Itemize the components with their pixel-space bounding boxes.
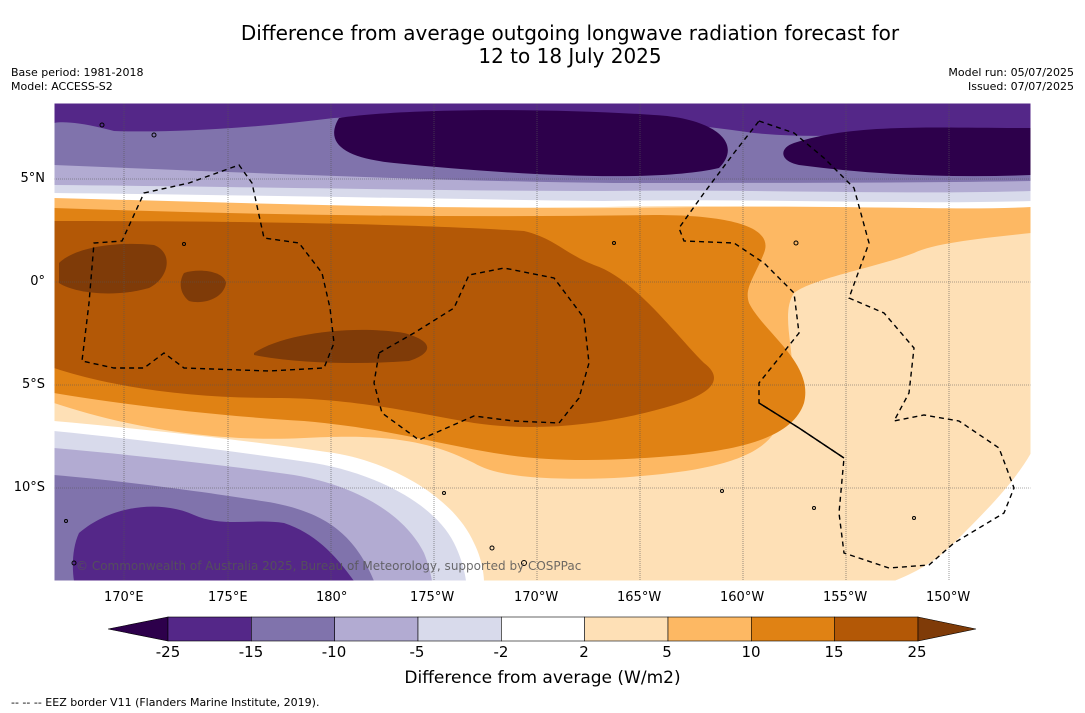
colorbar-cell bbox=[751, 616, 835, 642]
eez-kiribati-line bbox=[678, 120, 1015, 569]
meta-left: Base period: 1981-2018 Model: ACCESS-S2 bbox=[11, 66, 143, 94]
islands bbox=[64, 122, 916, 566]
lon-tick-150w: 150°W bbox=[926, 590, 971, 605]
colorbar-cell bbox=[834, 616, 919, 642]
eez-kiribati-gilberts bbox=[81, 164, 335, 372]
cb-tick: -25 bbox=[155, 643, 181, 661]
band-below-25-north bbox=[334, 110, 728, 177]
meta-right: Model run: 05/07/2025 Issued: 07/07/2025 bbox=[948, 66, 1074, 94]
cb-tick: 10 bbox=[741, 643, 761, 661]
cb-tick: -15 bbox=[238, 643, 264, 661]
cb-tick: -2 bbox=[493, 643, 509, 661]
page-title: Difference from average outgoing longwav… bbox=[0, 22, 1085, 68]
eez-borders bbox=[81, 120, 1015, 569]
colorbar-cell bbox=[251, 616, 335, 642]
lon-tick-170w: 170°W bbox=[514, 590, 559, 605]
colorbar-label: Difference from average (W/m2) bbox=[404, 668, 681, 688]
lon-tick-170e: 170°E bbox=[104, 590, 144, 605]
title-line-2: 12 to 18 July 2025 bbox=[478, 44, 662, 68]
maritime-boundary bbox=[758, 402, 845, 459]
lat-tick-5s: 5°S bbox=[21, 377, 45, 392]
band-below-25-north-east bbox=[783, 127, 1031, 177]
colorbar-cell bbox=[501, 616, 585, 642]
colorbar-cells bbox=[167, 616, 919, 642]
colorbar-arrow-low bbox=[108, 616, 169, 642]
copyright-credit: © Commonwealth of Australia 2025, Bureau… bbox=[76, 559, 582, 573]
colorbar-cell bbox=[667, 616, 752, 642]
lon-tick-155w: 155°W bbox=[823, 590, 868, 605]
colorbar-cell bbox=[167, 616, 252, 642]
title-line-1: Difference from average outgoing longwav… bbox=[240, 21, 900, 45]
lat-tick-5n: 5°N bbox=[20, 171, 46, 186]
colorbar bbox=[108, 616, 977, 642]
eez-kiribati-phoenix bbox=[373, 267, 590, 441]
lat-tick-0: 0° bbox=[30, 274, 45, 289]
lon-tick-180: 180° bbox=[316, 590, 348, 605]
colorbar-arrow-high bbox=[917, 616, 977, 642]
lon-tick-175e: 175°E bbox=[208, 590, 248, 605]
band-above-25-c bbox=[254, 329, 428, 363]
band-neg-25-north bbox=[54, 103, 1031, 136]
model-name: Model: ACCESS-S2 bbox=[11, 80, 113, 93]
lon-tick-160w: 160°W bbox=[720, 590, 765, 605]
eez-legend-note: -- -- -- EEZ border V11 (Flanders Marine… bbox=[11, 696, 320, 709]
cb-tick: -5 bbox=[409, 643, 425, 661]
band-neg-25-south bbox=[72, 506, 355, 581]
lon-tick-175w: 175°W bbox=[410, 590, 455, 605]
lat-tick-10s: 10°S bbox=[13, 480, 45, 495]
band-neg-5-southeast bbox=[894, 453, 1031, 581]
cb-tick: 25 bbox=[907, 643, 927, 661]
olr-anomaly-map bbox=[54, 103, 1031, 581]
colorbar-ticks: -25 -15 -10 -5 -2 2 5 10 15 25 bbox=[108, 643, 978, 663]
model-run: Model run: 05/07/2025 bbox=[948, 66, 1074, 79]
band-above-25-a bbox=[59, 243, 167, 294]
colorbar-cell bbox=[334, 616, 419, 642]
band-15-25 bbox=[54, 221, 714, 427]
cb-tick: 2 bbox=[579, 643, 589, 661]
cb-tick: 15 bbox=[824, 643, 844, 661]
issued-date: Issued: 07/07/2025 bbox=[967, 80, 1074, 93]
band-above-25-b bbox=[180, 270, 226, 303]
cb-tick: 5 bbox=[662, 643, 672, 661]
colorbar-cell bbox=[584, 616, 669, 642]
graticule bbox=[54, 103, 1031, 581]
lon-tick-165w: 165°W bbox=[617, 590, 662, 605]
base-period: Base period: 1981-2018 bbox=[11, 66, 144, 79]
colorbar-cell bbox=[417, 616, 502, 642]
cb-tick: -10 bbox=[321, 643, 347, 661]
